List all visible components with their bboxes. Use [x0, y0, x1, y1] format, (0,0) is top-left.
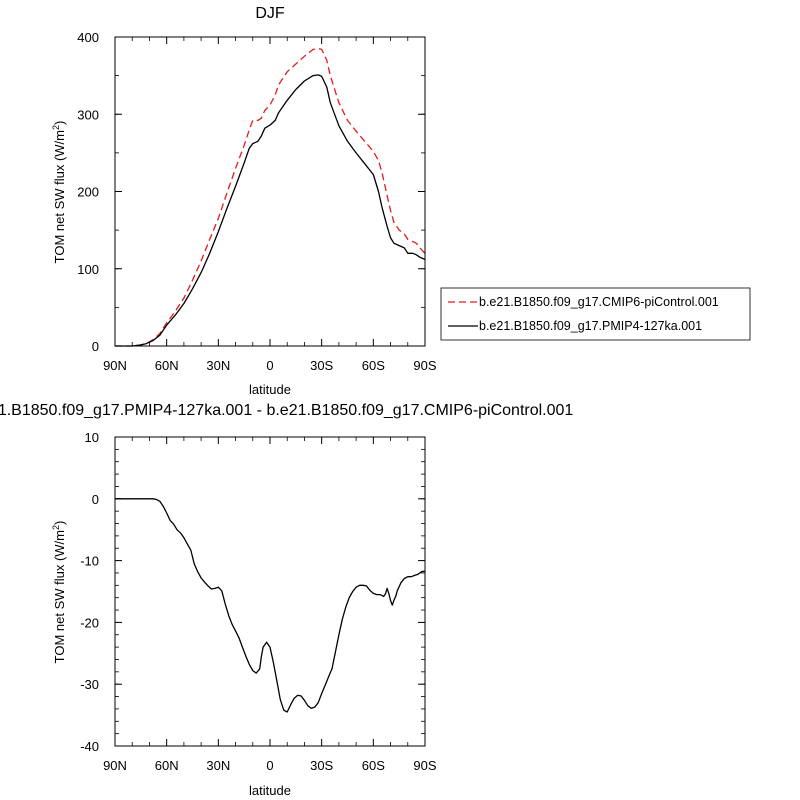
bottom-y-tick-label: 0: [92, 492, 99, 507]
bottom-y-axis-label-main: TOM net SW flux (W/m: [52, 530, 67, 663]
bottom-x-tick-label: 60N: [155, 758, 179, 773]
bottom-y-axis-label: TOM net SW flux (W/m2): [51, 521, 67, 664]
top-x-tick-label: 30S: [310, 358, 333, 373]
legend: b.e21.B1850.f09_g17.CMIP6-piControl.001 …: [440, 287, 751, 341]
top-x-tick-labels: 90N 60N 30N 0 30S 60S 90S: [103, 358, 437, 373]
top-x-tick-label: 0: [266, 358, 273, 373]
top-y-tick-label: 100: [77, 262, 99, 277]
bottom-x-axis-label: latitude: [249, 783, 291, 798]
top-plot-frame: [114, 36, 426, 347]
top-y-tick-label: 0: [92, 339, 99, 354]
bottom-plot-frame: [114, 436, 426, 747]
bottom-chart-title: b.e21.B1850.f09_g17.PMIP4-127ka.001 - b.…: [0, 402, 573, 419]
top-x-tick-label: 90S: [413, 358, 436, 373]
bottom-x-tick-label: 60S: [362, 758, 385, 773]
bottom-y-tick-label: -40: [80, 739, 99, 754]
top-chart-title: DJF: [255, 5, 285, 22]
bottom-x-tick-label: 30S: [310, 758, 333, 773]
bottom-y-tick-label: -10: [80, 554, 99, 569]
legend-box: [440, 287, 751, 341]
top-x-tick-label: 90N: [103, 358, 127, 373]
legend-label-control: b.e21.B1850.f09_g17.CMIP6-piControl.001: [479, 295, 719, 309]
top-panel: DJF 90N 60N 30N 0 30S 60S 90S 0 100 200 300 400 la…: [51, 5, 751, 397]
bottom-x-tick-label: 90S: [413, 758, 436, 773]
bottom-x-tick-label: 30N: [206, 758, 230, 773]
bottom-gridlines-and-ticks: [114, 436, 426, 747]
top-y-tick-label: 200: [77, 185, 99, 200]
top-plot-lines: [115, 47, 426, 347]
top-y-tick-label: 400: [77, 30, 99, 45]
bottom-x-tick-labels: 90N 60N 30N 0 30S 60S 90S: [103, 758, 437, 773]
top-y-axis-label-main: TOM net SW flux (W/m: [52, 130, 67, 263]
top-y-tick-label: 300: [77, 107, 99, 122]
bottom-y-axis-label-sup: 2: [51, 525, 61, 530]
top-y-tick-labels: 0 100 200 300 400: [77, 30, 99, 354]
top-x-tick-label: 60N: [155, 358, 179, 373]
bottom-y-tick-label: 10: [85, 430, 99, 445]
bottom-y-tick-label: -30: [80, 677, 99, 692]
bottom-plot-lines: [115, 498, 426, 713]
bottom-y-tick-label: -20: [80, 615, 99, 630]
top-x-axis-label: latitude: [249, 382, 291, 397]
bottom-x-tick-label: 90N: [103, 758, 127, 773]
bottom-y-axis-label-close: ): [52, 521, 67, 525]
legend-label-127ka: b.e21.B1850.f09_g17.PMIP4-127ka.001: [479, 319, 702, 333]
top-x-tick-label: 60S: [362, 358, 385, 373]
top-series-line-0: [115, 47, 426, 347]
bottom-y-tick-labels: 10 0 -10 -20 -30 -40: [80, 430, 99, 754]
bottom-x-tick-label: 0: [266, 758, 273, 773]
top-y-axis-label-sup: 2: [51, 125, 61, 130]
top-y-axis-label-close: ): [52, 121, 67, 125]
top-x-tick-label: 30N: [206, 358, 230, 373]
bottom-panel: b.e21.B1850.f09_g17.PMIP4-127ka.001 - b.…: [0, 402, 573, 798]
top-y-axis-label: TOM net SW flux (W/m2): [51, 121, 67, 264]
top-series-line-1: [115, 74, 426, 347]
bottom-series-line-0: [115, 498, 426, 713]
